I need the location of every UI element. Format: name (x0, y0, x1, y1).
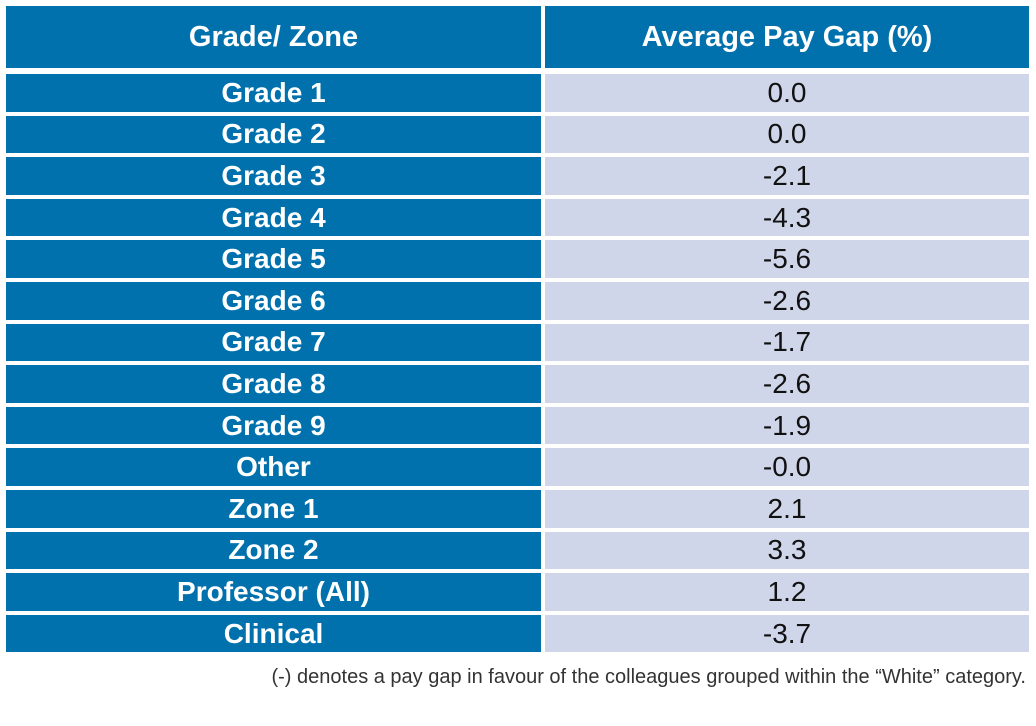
grade-cell: Grade 6 (6, 281, 541, 320)
pay-gap-cell: -5.6 (545, 240, 1029, 278)
table-row: Other -0.0 (6, 448, 1029, 486)
pay-gap-cell: -3.7 (545, 614, 1029, 653)
pay-gap-cell: -1.7 (545, 323, 1029, 362)
pay-gap-cell: -4.3 (545, 198, 1029, 237)
table-row: Grade 6 -2.6 (6, 281, 1029, 320)
table-row: Grade 7 -1.7 (6, 323, 1029, 362)
pay-gap-cell: 0.0 (545, 74, 1029, 112)
table-row: Grade 3 -2.1 (6, 157, 1029, 195)
table-row: Grade 9 -1.9 (6, 406, 1029, 445)
grade-cell: Grade 9 (6, 406, 541, 445)
pay-gap-cell: -2.1 (545, 157, 1029, 195)
pay-gap-cell: -0.0 (545, 448, 1029, 486)
table-row: Zone 2 3.3 (6, 531, 1029, 570)
table-row: Clinical -3.7 (6, 614, 1029, 653)
table-row: Professor (All) 1.2 (6, 573, 1029, 611)
grade-cell: Clinical (6, 614, 541, 653)
table-row: Grade 8 -2.6 (6, 365, 1029, 403)
table-row: Grade 2 0.0 (6, 115, 1029, 154)
grade-cell: Grade 5 (6, 240, 541, 278)
table-row: Zone 1 2.1 (6, 489, 1029, 528)
grade-cell: Grade 8 (6, 365, 541, 403)
table-row: Grade 4 -4.3 (6, 198, 1029, 237)
pay-gap-table: Grade/ Zone Average Pay Gap (%) Grade 1 … (6, 6, 1029, 656)
table-row: Grade 1 0.0 (6, 74, 1029, 112)
table-header-row: Grade/ Zone Average Pay Gap (%) (6, 6, 1029, 68)
pay-gap-cell: -2.6 (545, 281, 1029, 320)
pay-gap-cell: 1.2 (545, 573, 1029, 611)
pay-gap-cell: 0.0 (545, 115, 1029, 154)
header-average-pay-gap: Average Pay Gap (%) (545, 6, 1029, 68)
grade-cell: Grade 1 (6, 74, 541, 112)
pay-gap-cell: -2.6 (545, 365, 1029, 403)
grade-cell: Other (6, 448, 541, 486)
pay-gap-cell: 2.1 (545, 489, 1029, 528)
pay-gap-cell: 3.3 (545, 531, 1029, 570)
grade-cell: Grade 3 (6, 157, 541, 195)
footnote: (-) denotes a pay gap in favour of the c… (271, 666, 1026, 688)
grade-cell: Professor (All) (6, 573, 541, 611)
grade-cell: Zone 1 (6, 489, 541, 528)
grade-cell: Grade 7 (6, 323, 541, 362)
grade-cell: Grade 2 (6, 115, 541, 154)
grade-cell: Grade 4 (6, 198, 541, 237)
header-grade-zone: Grade/ Zone (6, 6, 541, 68)
table-row: Grade 5 -5.6 (6, 240, 1029, 278)
pay-gap-cell: -1.9 (545, 406, 1029, 445)
grade-cell: Zone 2 (6, 531, 541, 570)
